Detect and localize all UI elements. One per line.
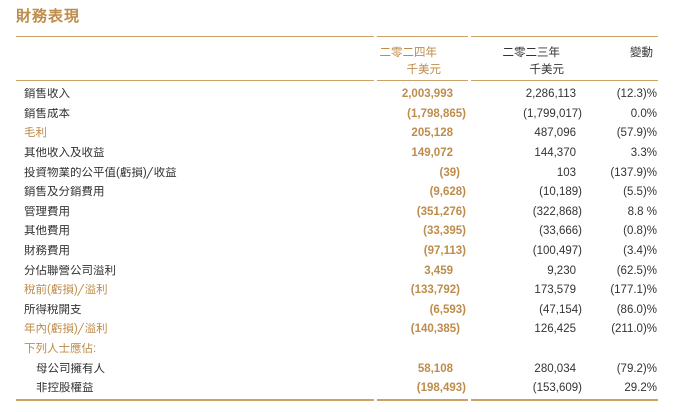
- value-2024: 205,128: [411, 127, 453, 140]
- value-2023: (100,497): [532, 245, 582, 258]
- value-change: 0.0%: [630, 107, 657, 120]
- value-2023: 9,230: [547, 264, 576, 277]
- value-change: 8.8 %: [627, 205, 657, 218]
- table-row: 母公司擁有人 58,108 280,034 (79.2)%: [16, 359, 658, 379]
- value-2023: (322,868): [532, 205, 582, 218]
- header-unit-2023: 千美元: [529, 64, 565, 76]
- row-label: 非控股權益: [36, 382, 94, 395]
- value-2024: (6,593): [429, 303, 466, 316]
- value-2024: (140,385): [410, 323, 460, 336]
- table-row: 銷售及分銷費用 (9,628) (10,189) (5.5)%: [16, 183, 658, 203]
- row-label: 其他收入及收益: [24, 147, 105, 160]
- table-row: 管理費用 (351,276) (322,868) 8.8 %: [16, 203, 658, 223]
- value-2023: (47,154): [539, 303, 582, 316]
- header-year-2024: 二零二四年: [379, 46, 438, 59]
- row-label: 稅前(虧損)╱溢利: [24, 284, 108, 297]
- value-change: (79.2)%: [616, 362, 657, 375]
- table-row: 毛利 205,128 487,096 (57.9)%: [16, 124, 658, 144]
- row-label: 銷售成本: [24, 107, 70, 120]
- value-2024: 3,459: [424, 264, 453, 277]
- header-change: 變動: [630, 46, 653, 59]
- table-row: 年內(虧損)╱溢利 (140,385) 126,425 (211.0)%: [16, 320, 658, 340]
- value-2024: (133,792): [410, 284, 460, 297]
- table-body: 銷售收入 2,003,993 2,286,113 (12.3)% 銷售成本 (1,798,…: [0, 85, 679, 399]
- value-2024: (1,798,865): [407, 107, 466, 120]
- rule-segment: [377, 36, 468, 37]
- table-header-years: 二零二四年 二零二三年 變動: [16, 44, 658, 62]
- table-header-units: 千美元 千美元: [16, 62, 658, 79]
- table-row: 非控股權益 (198,493) (153,609) 29.2%: [16, 379, 658, 399]
- value-change: (5.5)%: [623, 186, 657, 199]
- value-2024: (33,395): [423, 225, 466, 238]
- rule-segment: [377, 80, 468, 81]
- table-top-rule: [16, 36, 658, 37]
- value-2023: 173,579: [534, 284, 576, 297]
- row-label: 下列人士應佔:: [24, 343, 97, 356]
- value-2024: (351,276): [416, 205, 466, 218]
- row-label: 所得稅開支: [24, 303, 82, 316]
- table-row: 投資物業的公平值(虧損)╱收益 (39) 103 (137.9)%: [16, 163, 658, 183]
- value-2024: (97,113): [423, 245, 466, 258]
- table-row: 分佔聯營公司溢利 3,459 9,230 (62.5)%: [16, 261, 658, 281]
- value-2024: 2,003,993: [401, 88, 453, 101]
- row-label: 年內(虧損)╱溢利: [24, 323, 108, 336]
- header-unit-2024: 千美元: [406, 64, 442, 76]
- table-row: 下列人士應佔:: [16, 340, 658, 360]
- rule-segment: [471, 80, 658, 81]
- value-2023: 103: [556, 166, 576, 179]
- row-label: 銷售收入: [24, 88, 70, 101]
- page-title: 財務表現: [16, 8, 81, 25]
- value-2023: (153,609): [532, 382, 582, 395]
- value-2024: (39): [439, 166, 460, 179]
- row-label: 財務費用: [24, 245, 70, 258]
- table-bottom-rule: [16, 399, 658, 401]
- table-row: 所得稅開支 (6,593) (47,154) (86.0)%: [16, 301, 658, 321]
- value-change: (62.5)%: [616, 264, 657, 277]
- value-change: (211.0)%: [611, 323, 657, 336]
- value-2023: 144,370: [534, 147, 576, 160]
- table-row: 銷售收入 2,003,993 2,286,113 (12.3)%: [16, 85, 658, 105]
- value-2023: 126,425: [534, 323, 576, 336]
- rule-segment: [377, 399, 468, 401]
- rule-segment: [16, 399, 374, 401]
- value-change: 3.3%: [630, 147, 657, 160]
- value-change: (137.9)%: [610, 166, 657, 179]
- value-2023: 487,096: [534, 127, 576, 140]
- row-label: 投資物業的公平值(虧損)╱收益: [24, 166, 177, 179]
- rule-segment: [16, 80, 374, 81]
- value-change: 29.2%: [624, 382, 657, 395]
- value-change: (57.9)%: [616, 127, 657, 140]
- table-row: 財務費用 (97,113) (100,497) (3.4)%: [16, 242, 658, 262]
- value-change: (86.0)%: [616, 303, 657, 316]
- row-label: 分佔聯營公司溢利: [24, 264, 116, 277]
- value-change: (177.1)%: [610, 284, 657, 297]
- value-2024: (198,493): [416, 382, 466, 395]
- table-row: 其他收入及收益 149,072 144,370 3.3%: [16, 144, 658, 164]
- rule-segment: [471, 36, 658, 37]
- value-2023: (33,666): [539, 225, 582, 238]
- rule-segment: [16, 36, 374, 37]
- table-header-rule: [16, 80, 658, 81]
- value-2023: (10,189): [539, 186, 582, 199]
- value-2023: 2,286,113: [525, 88, 576, 101]
- header-year-2023: 二零二三年: [502, 46, 561, 59]
- table-row: 銷售成本 (1,798,865) (1,799,017) 0.0%: [16, 105, 658, 125]
- table-row: 其他費用 (33,395) (33,666) (0.8)%: [16, 222, 658, 242]
- row-label: 毛利: [24, 127, 47, 140]
- row-label: 其他費用: [24, 225, 70, 238]
- value-2024: 149,072: [411, 147, 453, 160]
- value-2023: 280,034: [534, 362, 576, 375]
- row-label: 管理費用: [24, 205, 70, 218]
- value-2024: (9,628): [429, 186, 466, 199]
- value-2023: (1,799,017): [523, 107, 582, 120]
- value-change: (0.8)%: [623, 225, 657, 238]
- row-label: 銷售及分銷費用: [24, 186, 105, 199]
- table-row: 稅前(虧損)╱溢利 (133,792) 173,579 (177.1)%: [16, 281, 658, 301]
- row-label: 母公司擁有人: [36, 362, 105, 375]
- value-2024: 58,108: [417, 362, 453, 375]
- value-change: (12.3)%: [616, 88, 657, 101]
- value-change: (3.4)%: [623, 245, 657, 258]
- rule-segment: [471, 399, 658, 401]
